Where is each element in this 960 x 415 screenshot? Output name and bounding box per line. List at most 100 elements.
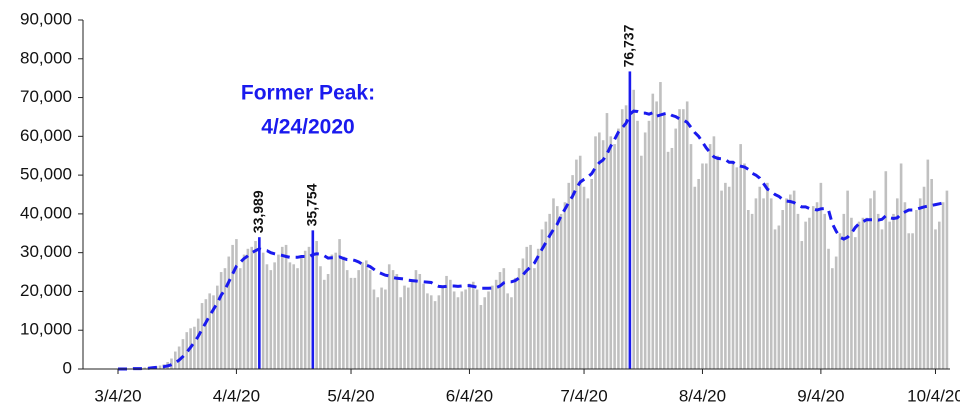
bar: [613, 144, 616, 369]
bar: [911, 233, 914, 369]
bar: [712, 136, 716, 369]
bar: [365, 260, 368, 369]
bar: [422, 283, 425, 369]
bar: [204, 299, 208, 369]
bar: [743, 163, 746, 369]
bar: [403, 285, 406, 369]
bar: [617, 128, 620, 369]
bar: [789, 194, 792, 369]
bar: [842, 213, 846, 369]
bar: [170, 358, 173, 369]
bar: [307, 246, 311, 369]
annotation: Former Peak:: [241, 82, 375, 105]
bar: [609, 136, 613, 369]
y-tick-label: 30,000: [20, 242, 72, 261]
y-tick-label: 90,000: [20, 9, 72, 28]
bar: [242, 254, 246, 369]
bar: [808, 217, 811, 369]
bar: [892, 213, 895, 369]
bar: [693, 186, 697, 369]
bar: [445, 275, 448, 369]
bar: [544, 221, 548, 369]
bar: [468, 283, 471, 369]
bar: [918, 198, 922, 369]
bar: [575, 159, 578, 369]
bar: [533, 268, 536, 369]
bar: [926, 159, 930, 369]
bar: [269, 270, 273, 369]
bar: [525, 246, 529, 369]
value-label: 35,754: [304, 183, 320, 226]
y-tick-label: 70,000: [20, 87, 72, 106]
bar: [689, 144, 693, 369]
bar: [552, 198, 555, 369]
bar: [254, 241, 257, 369]
bar: [345, 270, 349, 369]
x-tick-label: 8/4/20: [679, 386, 726, 405]
bar: [811, 206, 815, 369]
bar: [361, 262, 364, 369]
bar: [838, 233, 842, 369]
bar: [674, 128, 678, 369]
bar: [895, 198, 899, 369]
bar: [628, 71, 632, 369]
bar: [441, 285, 444, 369]
bar: [452, 291, 456, 369]
bar: [769, 198, 773, 369]
bar: [873, 190, 876, 369]
bar: [582, 186, 586, 369]
bar: [666, 151, 670, 369]
bar: [880, 229, 884, 369]
bar: [250, 246, 253, 369]
bar: [903, 202, 907, 369]
bar: [827, 248, 830, 369]
bar: [846, 190, 849, 369]
bar: [670, 147, 674, 369]
bar: [536, 248, 540, 369]
bar: [181, 339, 185, 369]
bar: [216, 285, 219, 369]
bar: [605, 113, 609, 369]
bar: [296, 268, 299, 369]
bar: [724, 182, 727, 369]
bar: [429, 295, 433, 369]
bar: [292, 264, 296, 369]
bar: [349, 277, 353, 369]
bar: [517, 268, 521, 369]
bar: [796, 213, 800, 369]
x-tick-label: 6/4/20: [446, 386, 493, 405]
bar: [792, 190, 796, 369]
bar: [620, 109, 624, 369]
bar: [265, 264, 269, 369]
bar: [319, 266, 322, 369]
bar: [399, 297, 402, 369]
bar: [590, 178, 593, 369]
bar: [556, 206, 559, 369]
bar: [762, 198, 765, 369]
bar: [636, 120, 639, 369]
bar: [288, 262, 292, 369]
bar: [876, 213, 880, 369]
bar: [342, 256, 345, 369]
bar: [727, 186, 731, 369]
bar: [781, 210, 784, 369]
bar: [315, 241, 318, 369]
trend-line: [118, 109, 948, 371]
bar: [662, 113, 666, 369]
bar: [731, 163, 735, 369]
bar: [357, 270, 360, 369]
bar: [773, 229, 777, 369]
bar: [659, 82, 662, 370]
bar: [456, 297, 460, 369]
bar: [930, 178, 933, 369]
bar: [739, 144, 742, 369]
bar: [831, 268, 834, 369]
bar: [372, 289, 376, 369]
bar: [491, 285, 494, 369]
x-tick-label: 10/4/20: [907, 386, 960, 405]
bar: [200, 303, 204, 369]
bar: [196, 318, 200, 369]
bar: [758, 186, 762, 369]
bar: [449, 279, 452, 369]
bar: [483, 297, 487, 369]
